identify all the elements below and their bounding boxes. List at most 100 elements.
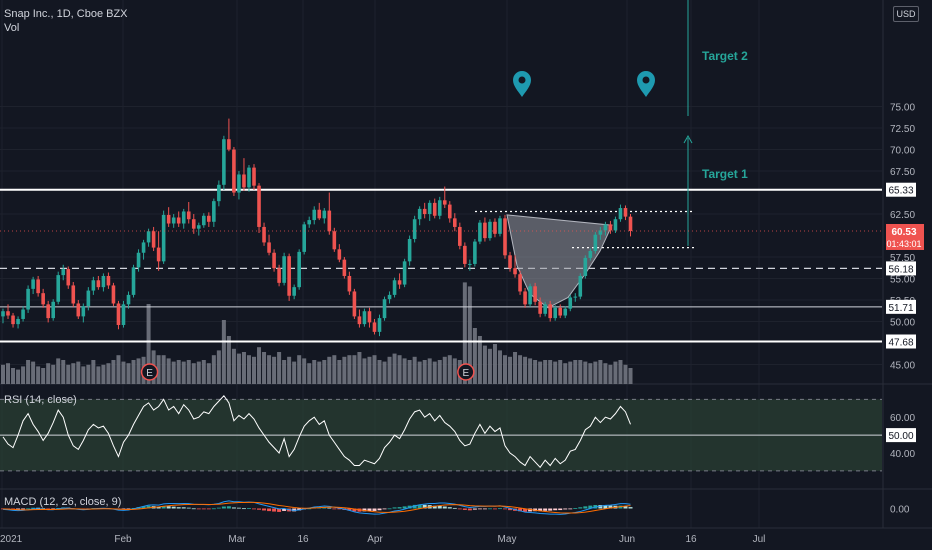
- volume-bar: [578, 360, 583, 384]
- candle-body: [272, 252, 276, 269]
- candle-body: [458, 226, 462, 246]
- volume-bar: [201, 360, 206, 384]
- macd-histogram-bar: [216, 507, 221, 509]
- volume-bar: [377, 360, 382, 384]
- macd-histogram-bar: [171, 506, 176, 509]
- macd-histogram-bar: [412, 504, 417, 509]
- rsi-legend[interactable]: RSI (14, close): [4, 394, 77, 406]
- volume-bar: [477, 336, 482, 384]
- level-tag: [886, 299, 916, 314]
- macd-histogram-bar: [462, 508, 467, 510]
- time-tick-label: Mar: [228, 534, 246, 545]
- rsi-value-tag: [886, 428, 916, 443]
- volume-bar: [322, 360, 327, 384]
- candle-body: [533, 286, 537, 302]
- volume-bar: [41, 368, 46, 384]
- volume-bar: [91, 360, 96, 384]
- candle-body: [437, 200, 442, 216]
- candle-body: [367, 311, 372, 323]
- volume-bar: [623, 364, 628, 384]
- volume-bar: [66, 364, 71, 384]
- candle-body: [427, 202, 432, 215]
- earnings-marker-label: E: [146, 368, 153, 379]
- candle-body: [121, 304, 126, 325]
- volume-bar: [608, 364, 613, 384]
- candle-body: [31, 279, 35, 289]
- macd-histogram-bar: [578, 507, 583, 509]
- volume-bar: [327, 356, 332, 384]
- candle-body: [71, 285, 76, 304]
- macd-histogram-bar: [246, 508, 251, 509]
- macd-histogram-bar: [457, 508, 462, 510]
- volume-bar: [206, 363, 211, 384]
- candle-body: [1, 311, 5, 317]
- macd-histogram-bar: [492, 508, 497, 510]
- volume-bar: [246, 355, 251, 384]
- candle-body: [608, 224, 613, 231]
- macd-histogram-bar: [241, 508, 246, 510]
- candle-body: [222, 139, 226, 185]
- macd-histogram-bar: [377, 508, 382, 511]
- candle-body: [267, 242, 271, 253]
- volume-bar: [598, 360, 603, 384]
- candle-body: [161, 214, 166, 262]
- currency-badge[interactable]: USD: [893, 6, 919, 22]
- volume-bar: [372, 355, 377, 384]
- volume-bar: [51, 364, 56, 384]
- volume-bar: [452, 358, 457, 384]
- macd-histogram-bar: [156, 506, 161, 509]
- candle-body: [412, 219, 417, 239]
- candle-body: [508, 255, 512, 269]
- macd-histogram-bar: [623, 506, 628, 509]
- volume-bar: [382, 361, 387, 384]
- macd-histogram-bar: [347, 508, 352, 511]
- rsi-tick-label: 40.00: [890, 449, 915, 460]
- macd-histogram-bar: [588, 505, 593, 509]
- candle-body: [181, 211, 186, 224]
- price-tick-label: 72.50: [890, 124, 915, 135]
- candle-body: [287, 256, 291, 296]
- volume-bar: [462, 282, 467, 384]
- volume-bar: [497, 350, 502, 384]
- macd-histogram-bar: [583, 506, 588, 509]
- volume-bar: [347, 355, 352, 384]
- macd-histogram-bar: [367, 508, 372, 512]
- volume-bar: [573, 360, 578, 384]
- volume-bar: [487, 348, 492, 384]
- volume-bar: [312, 360, 317, 384]
- macd-histogram-bar: [201, 508, 206, 510]
- macd-histogram-bar: [191, 508, 196, 510]
- volume-legend[interactable]: Vol: [4, 22, 20, 34]
- candle-body: [422, 208, 427, 215]
- candle-body: [618, 208, 623, 220]
- candle-body: [307, 220, 312, 225]
- volume-bar: [482, 345, 487, 384]
- candle-body: [538, 301, 542, 314]
- level-tag: [886, 334, 916, 349]
- rsi-value-label: 50.00: [888, 431, 913, 442]
- volume-bar: [131, 360, 136, 384]
- chart-title-legend[interactable]: Snap Inc., 1D, Cboe BZX: [4, 8, 128, 20]
- candle-body: [623, 208, 628, 217]
- candle-body: [322, 210, 327, 219]
- candle-body: [6, 311, 10, 316]
- candle-body: [317, 209, 322, 219]
- candle-body: [563, 308, 568, 316]
- macd-histogram-bar: [161, 506, 166, 509]
- volume-bar: [402, 358, 407, 384]
- candle-body: [498, 218, 502, 234]
- macd-legend[interactable]: MACD (12, 26, close, 9): [4, 496, 122, 508]
- time-tick-label: 16: [297, 534, 309, 545]
- macd-signal-line: [2, 501, 631, 514]
- candle-body: [568, 297, 573, 309]
- volume-bar: [191, 363, 196, 384]
- macd-histogram-bar: [196, 508, 201, 510]
- volume-bar: [523, 356, 528, 384]
- volume-bar: [492, 344, 497, 384]
- macd-histogram-bar: [397, 507, 402, 509]
- macd-histogram-bar: [226, 506, 231, 509]
- volume-bar: [593, 361, 598, 384]
- macd-histogram-bar: [176, 507, 181, 509]
- volume-bar: [367, 356, 372, 384]
